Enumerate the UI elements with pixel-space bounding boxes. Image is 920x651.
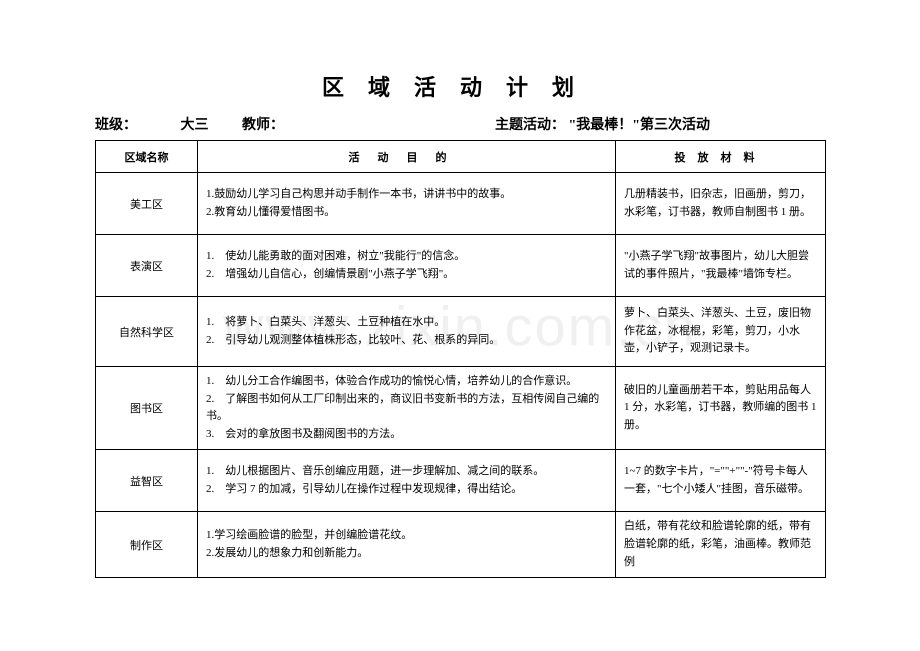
page-title: 区域活动计划 [95, 70, 825, 102]
document-content: 区域活动计划 班级： 大三 教师： 主题活动： "我最棒！"第三次活动 区域名称… [95, 70, 825, 578]
header-goal: 活动目的 [198, 141, 616, 173]
cell-material: 萝卜、白菜头、洋葱头、土豆，废旧物作花盆，冰棍棍，彩笔，剪刀，小水壶，小铲子，观… [616, 297, 826, 367]
cell-material: 破旧的儿童画册若干本，剪贴用品每人 1 分，水彩笔，订书器，教师编的图书 1 册… [616, 367, 826, 450]
teacher-label: 教师： [242, 118, 284, 133]
cell-goal: 1.鼓励幼儿学习自己构思并动手制作一本书，讲讲书中的故事。2.教育幼儿懂得爱惜图… [198, 173, 616, 235]
cell-goal: 1. 幼儿分工合作编图书，体验合作成功的愉悦心情，培养幼儿的合作意识。2. 了解… [198, 367, 616, 450]
cell-name: 益智区 [96, 450, 198, 512]
theme-value: "我最棒！"第三次活动 [569, 118, 711, 133]
table-row: 表演区 1. 使幼儿能勇敢的面对困难，树立"我能行"的信念。2. 增强幼儿自信心… [96, 235, 826, 297]
cell-name: 自然科学区 [96, 297, 198, 367]
cell-name: 表演区 [96, 235, 198, 297]
theme-label: 主题活动： [495, 118, 565, 133]
meta-row: 班级： 大三 教师： 主题活动： "我最棒！"第三次活动 [95, 114, 825, 134]
class-value: 大三 [181, 118, 209, 133]
header-name: 区域名称 [96, 141, 198, 173]
cell-goal: 1. 幼儿根据图片、音乐创编应用题，进一步理解加、减之间的联系。2. 学习 7 … [198, 450, 616, 512]
activity-table: 区域名称 活动目的 投放材料 美工区 1.鼓励幼儿学习自己构思并动手制作一本书，… [95, 140, 826, 578]
cell-material: "小燕子学飞翔"故事图片，幼儿大胆尝试的事件照片，"我最棒"墙饰专栏。 [616, 235, 826, 297]
cell-goal: 1. 使幼儿能勇敢的面对困难，树立"我能行"的信念。2. 增强幼儿自信心，创编情… [198, 235, 616, 297]
table-row: 美工区 1.鼓励幼儿学习自己构思并动手制作一本书，讲讲书中的故事。2.教育幼儿懂… [96, 173, 826, 235]
cell-name: 图书区 [96, 367, 198, 450]
cell-material: 白纸，带有花纹和脸谱轮廓的纸，带有脸谱轮廓的纸，彩笔，油画棒。教师范例 [616, 512, 826, 578]
cell-goal: 1. 将萝卜、白菜头、洋葱头、土豆种植在水中。2. 引导幼儿观测整体植株形态，比… [198, 297, 616, 367]
table-row: 自然科学区 1. 将萝卜、白菜头、洋葱头、土豆种植在水中。2. 引导幼儿观测整体… [96, 297, 826, 367]
table-row: 益智区 1. 幼儿根据图片、音乐创编应用题，进一步理解加、减之间的联系。2. 学… [96, 450, 826, 512]
header-material: 投放材料 [616, 141, 826, 173]
cell-material: 1~7 的数字卡片，"=""+""-"符号卡每人一套，"七个小矮人"挂图，音乐磁… [616, 450, 826, 512]
table-row: 制作区 1.学习绘画脸谱的脸型，并创编脸谱花纹。2.发展幼儿的想象力和创新能力。… [96, 512, 826, 578]
table-row: 图书区 1. 幼儿分工合作编图书，体验合作成功的愉悦心情，培养幼儿的合作意识。2… [96, 367, 826, 450]
cell-goal: 1.学习绘画脸谱的脸型，并创编脸谱花纹。2.发展幼儿的想象力和创新能力。 [198, 512, 616, 578]
cell-material: 几册精装书，旧杂志，旧画册，剪刀，水彩笔，订书器，教师自制图书 1 册。 [616, 173, 826, 235]
cell-name: 美工区 [96, 173, 198, 235]
cell-name: 制作区 [96, 512, 198, 578]
class-label: 班级： [95, 118, 137, 133]
